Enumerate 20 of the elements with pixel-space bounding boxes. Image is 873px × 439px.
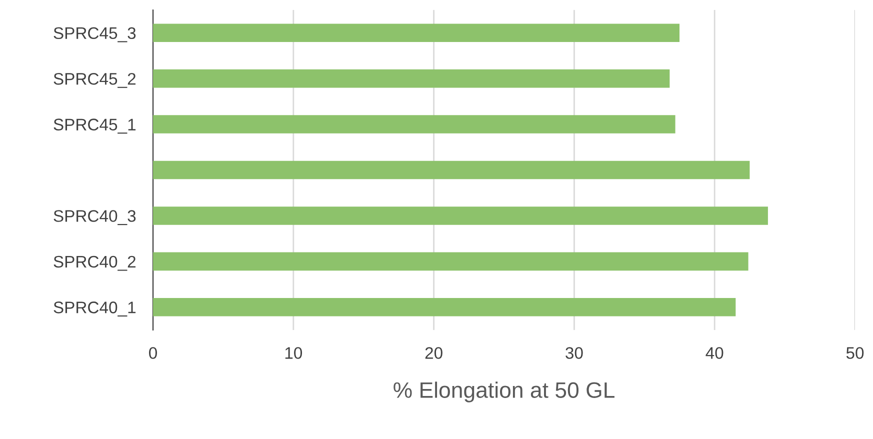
bar	[153, 206, 768, 225]
bar	[153, 298, 736, 316]
bar	[153, 24, 680, 42]
y-tick-label: SPRC45_1	[54, 118, 136, 134]
x-tick-label: 0	[149, 347, 157, 359]
x-axis-title: % Elongation at 50 GL	[394, 382, 614, 402]
bar	[153, 160, 750, 180]
x-tick-label: 40	[706, 347, 724, 359]
y-tick-label: SPRC40_3	[54, 210, 136, 226]
y-tick-label: SPRC45_2	[54, 72, 136, 88]
x-tick-label: 30	[566, 347, 583, 359]
bar	[153, 252, 748, 271]
x-tick-label: 20	[425, 347, 442, 359]
x-tick-label: 10	[285, 347, 302, 359]
bar	[153, 69, 670, 88]
y-tick-label: SPRC45_3	[54, 27, 136, 42]
x-tick-label: 50	[846, 347, 864, 359]
y-tick-label: SPRC40_1	[54, 302, 136, 316]
bar	[153, 115, 676, 134]
y-tick-label: SPRC40_2	[54, 256, 136, 271]
